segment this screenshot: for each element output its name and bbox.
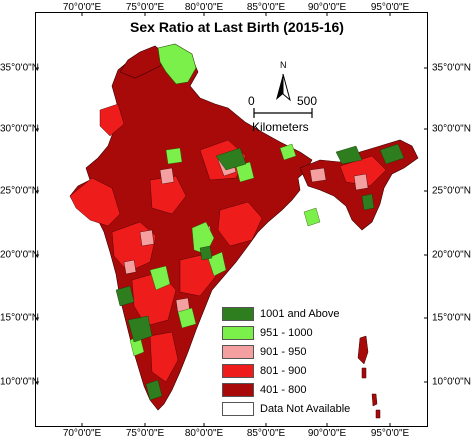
- x-tick-top: 75°0'0"E: [125, 2, 165, 13]
- legend-swatch: [222, 363, 254, 378]
- darkgreen-districts: [115, 143, 405, 401]
- y-tick-right: 20°0'0"N: [432, 249, 471, 261]
- legend-item: Data Not Available: [222, 401, 350, 416]
- scale-end: 500: [297, 94, 318, 108]
- x-tick-bottom: 70°0'0"E: [62, 428, 102, 439]
- x-tick-bottom: 90°0'0"E: [307, 428, 347, 439]
- x-tick-bottom: 95°0'0"E: [370, 428, 410, 439]
- y-tick-left: 35°0'0"N: [0, 62, 39, 74]
- legend-swatch: [222, 325, 254, 340]
- legend: 1001 and Above 951 - 1000 901 - 950 801 …: [222, 306, 350, 420]
- x-tick-top: 85°0'0"E: [246, 2, 286, 13]
- legend-label: 1001 and Above: [260, 307, 340, 320]
- y-tick-left: 30°0'0"N: [0, 123, 39, 135]
- x-tick-top: 95°0'0"E: [370, 2, 410, 13]
- x-tick-top: 80°0'0"E: [184, 2, 224, 13]
- x-tick-top: 90°0'0"E: [307, 2, 347, 13]
- scale-bar: [253, 108, 313, 118]
- x-tick-top: 70°0'0"E: [62, 2, 102, 13]
- legend-item: 901 - 950: [222, 344, 350, 359]
- ladakh-region: [157, 43, 197, 85]
- legend-swatch: [222, 401, 254, 416]
- x-tick-bottom: 80°0'0"E: [184, 428, 224, 439]
- y-tick-left: 20°0'0"N: [0, 249, 39, 261]
- y-tick-right: 10°0'0"N: [432, 376, 471, 388]
- y-tick-left: 15°0'0"N: [0, 312, 39, 324]
- lightgreen-districts: [129, 143, 321, 357]
- x-tick-bottom: 75°0'0"E: [125, 428, 165, 439]
- legend-item: 801 - 900: [222, 363, 350, 378]
- legend-swatch: [222, 306, 254, 321]
- legend-item: 951 - 1000: [222, 325, 350, 340]
- map-title: Sex Ratio at Last Birth (2015-16): [130, 19, 344, 35]
- north-arrow-icon: [276, 73, 291, 102]
- legend-swatch: [222, 382, 254, 397]
- andaman-islands: [357, 335, 381, 419]
- y-tick-left: 25°0'0"N: [0, 185, 39, 197]
- y-tick-right: 15°0'0"N: [432, 312, 471, 324]
- scale-unit: Kilometers: [252, 120, 309, 134]
- north-label: N: [280, 60, 287, 70]
- legend-label: Data Not Available: [260, 402, 351, 415]
- legend-label: 951 - 1000: [260, 326, 313, 339]
- y-tick-right: 25°0'0"N: [432, 185, 471, 197]
- x-tick-bottom: 85°0'0"E: [246, 428, 286, 439]
- legend-item: 401 - 800: [222, 382, 350, 397]
- scale-start: 0: [248, 94, 255, 108]
- frame-tick-marks: [35, 12, 428, 427]
- legend-label: 901 - 950: [260, 345, 307, 358]
- y-tick-right: 30°0'0"N: [432, 123, 471, 135]
- legend-item: 1001 and Above: [222, 306, 350, 321]
- map-frame: [35, 12, 428, 427]
- y-tick-left: 10°0'0"N: [0, 376, 39, 388]
- legend-swatch: [222, 344, 254, 359]
- y-tick-right: 35°0'0"N: [432, 62, 471, 74]
- legend-label: 401 - 800: [260, 383, 307, 396]
- legend-label: 801 - 900: [260, 364, 307, 377]
